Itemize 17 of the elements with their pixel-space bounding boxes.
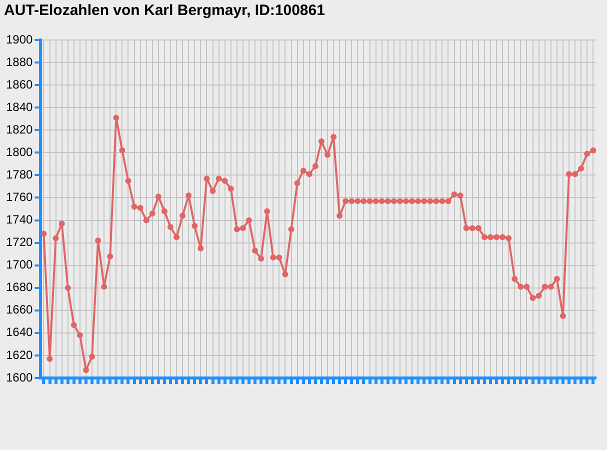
y-tick-label: 1840 [6,100,34,114]
y-tick-label: 1660 [6,302,34,317]
y-tick-label: 1860 [6,77,34,92]
y-tick-label: 1760 [6,190,34,204]
y-tick-label: 1700 [6,258,34,272]
y-tick-label: 1880 [6,54,34,69]
y-tick-label: 1740 [6,212,34,227]
y-tick-label: 1600 [6,370,34,384]
y-tick-label: 1640 [6,325,34,340]
y-tick-label: 1720 [6,235,34,250]
y-tick-label: 1820 [6,122,34,136]
y-tick-label: 1680 [6,280,34,294]
y-tick-label: 1780 [6,168,34,182]
y-tick-label: 1900 [6,32,34,46]
chart-title: AUT-Elozahlen von Karl Bergmayr, ID:100861 [4,2,325,20]
y-tick-label: 1800 [6,144,34,159]
y-tick-label: 1620 [6,348,34,362]
